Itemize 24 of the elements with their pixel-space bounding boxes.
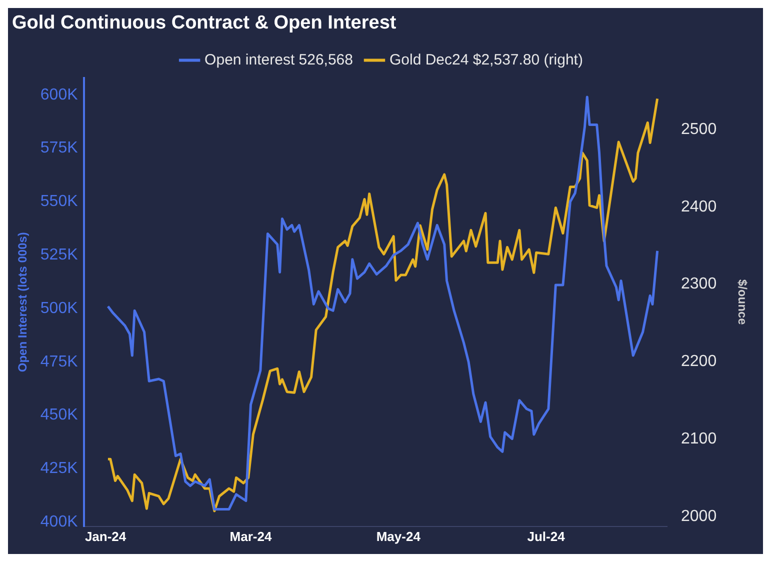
y-tick-label: 550K — [40, 193, 78, 210]
y-tick-label: 525K — [40, 246, 78, 264]
y-tick-label: 425K — [40, 460, 78, 478]
y-tick-label: 575K — [40, 140, 78, 157]
x-tick-label: Jan-24 — [84, 528, 127, 544]
y-tick-label: 400K — [40, 514, 78, 531]
x-tick-label: Mar-24 — [230, 528, 272, 544]
y-tick-label: 475K — [40, 353, 78, 370]
x-tick-label: Jul-24 — [527, 528, 566, 544]
y2-tick-label: 2400 — [681, 198, 717, 216]
y2-tick-label: 2500 — [681, 121, 717, 138]
y-axis-title: Open Interest (lots 000s) — [16, 232, 30, 372]
x-tick-label: May-24 — [376, 528, 422, 544]
chart-title: Gold Continuous Contract & Open Interest — [12, 12, 397, 34]
y2-axis-title: $/ounce — [735, 279, 750, 326]
legend-label: Open interest 526,568 — [204, 51, 354, 68]
y2-tick-label: 2300 — [681, 276, 717, 293]
y2-tick-label: 2200 — [681, 353, 717, 370]
y2-tick-label: 2000 — [681, 508, 717, 525]
y-tick-label: 450K — [40, 406, 78, 424]
y-tick-label: 600K — [40, 86, 78, 104]
y2-tick-label: 2100 — [681, 430, 717, 448]
legend-label: Gold Dec24 $2,537.80 (right) — [389, 51, 583, 68]
y-tick-label: 500K — [40, 300, 78, 317]
